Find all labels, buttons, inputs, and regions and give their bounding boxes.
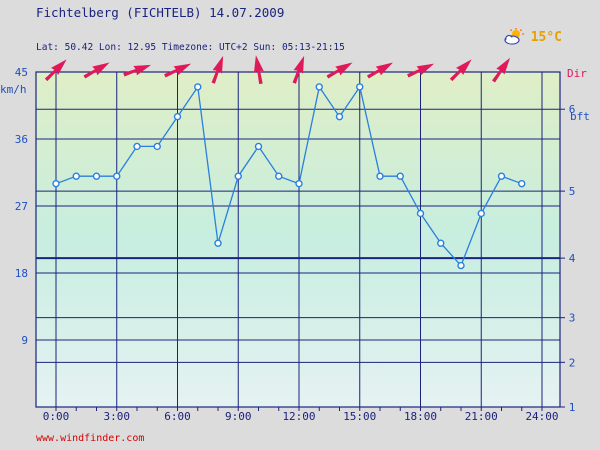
arrow-shape xyxy=(164,63,192,78)
y-tick-label: 18 xyxy=(15,267,28,280)
station-title: Fichtelberg (FICHTELB) 14.07.2009 xyxy=(36,5,285,20)
data-point xyxy=(477,209,485,218)
direction-arrow xyxy=(491,57,511,83)
y-tick-label: 9 xyxy=(21,334,28,347)
data-point xyxy=(416,209,425,218)
station-info: Lat: 50.42 Lon: 12.95 Timezone: UTC+2 Su… xyxy=(36,42,345,53)
arrow-shape xyxy=(123,64,152,77)
wind-speed-line xyxy=(55,85,523,267)
x-tick-label: 15:00 xyxy=(343,410,376,423)
arrow-shape xyxy=(44,59,67,82)
x-tick-label: 18:00 xyxy=(404,410,437,423)
data-point xyxy=(52,179,60,188)
x-tick-label: 12:00 xyxy=(282,410,315,423)
direction-arrow xyxy=(164,63,192,78)
arrow-shape xyxy=(326,62,353,79)
data-point xyxy=(214,239,222,247)
data-point xyxy=(356,83,364,91)
arrow-shape xyxy=(292,55,305,84)
data-point xyxy=(113,172,121,180)
direction-arrow xyxy=(211,55,224,84)
data-point xyxy=(396,172,404,180)
direction-arrow xyxy=(292,55,305,84)
footer-link[interactable]: www.windfinder.com xyxy=(36,433,145,444)
data-point xyxy=(254,142,263,151)
data-point xyxy=(497,172,506,180)
x-tick-label: 3:00 xyxy=(104,410,131,423)
arrow-shape xyxy=(211,55,224,84)
arrow-shape xyxy=(407,63,435,78)
y-tick-label: 45 xyxy=(15,66,28,79)
bft-label: bft xyxy=(570,110,590,123)
direction-arrows xyxy=(44,55,511,85)
plot-background xyxy=(36,72,560,407)
data-point xyxy=(153,142,161,151)
data-point xyxy=(335,112,344,121)
temperature: 15°C xyxy=(530,29,562,45)
direction-arrow xyxy=(44,59,67,82)
data-point xyxy=(315,83,323,91)
direction-arrow xyxy=(123,64,152,77)
data-point xyxy=(376,172,384,180)
y-tick-label: 27 xyxy=(15,200,28,213)
wind-speed-points xyxy=(52,83,526,270)
bft-tick-label: 1 xyxy=(569,401,576,414)
direction-arrow xyxy=(407,63,435,78)
bft-tick-label: 5 xyxy=(569,185,576,198)
data-point xyxy=(518,179,526,188)
sun-cloud-icon xyxy=(504,28,524,45)
arrow-shape xyxy=(83,62,110,79)
arrow-shape xyxy=(253,55,264,85)
current-weather: 15°C xyxy=(502,28,562,46)
bft-tick-label: 3 xyxy=(569,312,576,325)
x-axis-ticks: 0:00 3:00 6:00 9:00 12:00 15:00 18:00 21:00 24:0… xyxy=(43,410,559,423)
direction-arrow xyxy=(449,59,472,82)
data-point xyxy=(295,179,303,188)
x-tick-label: 0:00 xyxy=(43,410,70,423)
direction-arrow xyxy=(83,62,110,79)
bft-axis-ticks: 1 2 3 4 5 6 xyxy=(560,103,576,414)
arrow-shape xyxy=(491,57,511,83)
direction-arrow xyxy=(253,55,264,85)
data-point xyxy=(194,83,202,91)
data-point xyxy=(173,112,182,121)
x-tick-label: 9:00 xyxy=(225,410,252,423)
data-point xyxy=(92,172,101,180)
data-point xyxy=(437,239,445,247)
direction-label: Dir xyxy=(567,67,587,80)
bft-tick-label: 4 xyxy=(569,252,576,265)
data-point xyxy=(72,172,80,180)
grid xyxy=(35,71,561,411)
y-tick-label: 36 xyxy=(15,133,28,146)
data-point xyxy=(275,172,283,180)
y-axis-ticks: 9 18 27 36 45 xyxy=(15,66,28,347)
x-tick-label: 21:00 xyxy=(465,410,498,423)
direction-arrow xyxy=(326,62,353,79)
data-point xyxy=(457,261,465,270)
bft-tick-label: 2 xyxy=(569,356,576,369)
y-axis-label: km/h xyxy=(0,83,27,96)
x-tick-label: 24:00 xyxy=(525,410,558,423)
x-tick-label: 6:00 xyxy=(164,410,191,423)
data-point xyxy=(234,172,242,180)
direction-arrow xyxy=(366,62,393,79)
bft-tick-label: 6 xyxy=(569,103,576,116)
arrow-shape xyxy=(366,62,393,79)
data-point xyxy=(133,142,141,151)
arrow-shape xyxy=(449,59,472,82)
